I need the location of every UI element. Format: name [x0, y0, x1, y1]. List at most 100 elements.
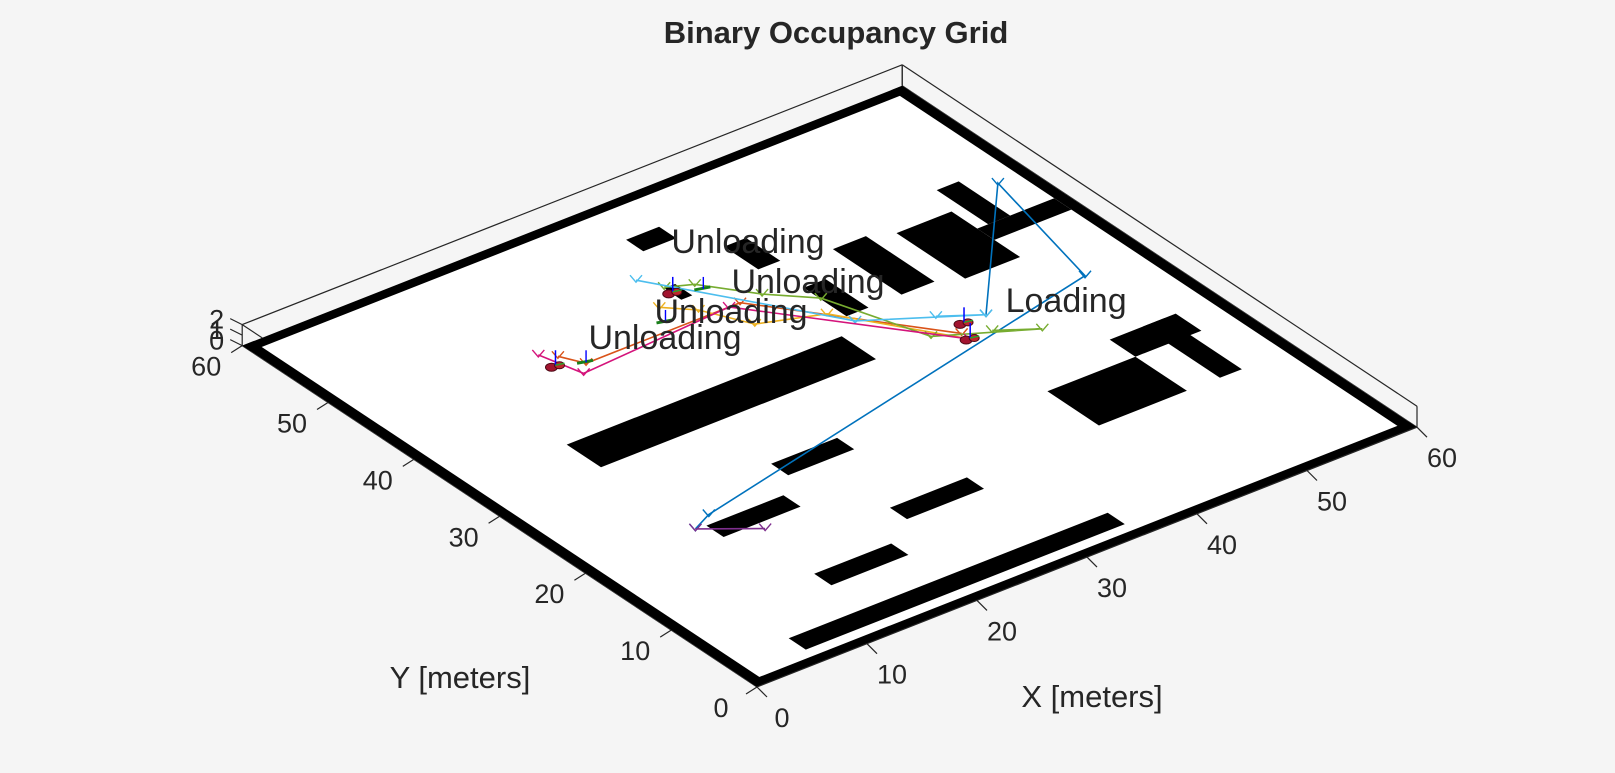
- path-line: [664, 283, 1043, 338]
- y-tick-label: 50: [277, 409, 307, 439]
- frame-marker: [694, 285, 711, 292]
- map-annotation: Loading: [1006, 282, 1127, 320]
- obstacle: [814, 543, 909, 586]
- x-tick: [1416, 426, 1428, 438]
- waypoint-marker: [1035, 323, 1049, 332]
- map-annotation: Unloading: [588, 319, 741, 357]
- y-tick-label: 0: [713, 693, 728, 723]
- path-line: [694, 181, 1087, 530]
- x-tick-label: 50: [1317, 487, 1347, 517]
- frame-marker: [656, 318, 673, 325]
- waypoint-marker: [991, 177, 1005, 187]
- obstacle: [896, 211, 1021, 279]
- obstacle: [889, 477, 984, 520]
- x-tick: [756, 686, 768, 698]
- obstacle: [771, 437, 855, 476]
- waypoint-marker: [702, 509, 716, 518]
- frame-marker: [576, 358, 594, 365]
- x-tick: [1196, 513, 1208, 525]
- waypoint-marker: [848, 315, 862, 324]
- y-tick-label: 30: [449, 522, 479, 552]
- waypoint-marker: [755, 288, 769, 298]
- obstacle: [788, 512, 1125, 650]
- robots: [544, 276, 980, 372]
- robot-y-axis: [963, 319, 974, 324]
- obstacle: [891, 85, 1417, 432]
- y-tick: [402, 458, 415, 467]
- obstacle: [832, 236, 935, 295]
- x-tick-label: 40: [1207, 530, 1237, 560]
- x-tick-label: 60: [1427, 443, 1457, 473]
- z-tick-label: 1: [209, 315, 224, 345]
- waypoint-marker: [722, 301, 736, 311]
- obstacle: [977, 198, 1072, 240]
- waypoint-marker: [929, 310, 943, 320]
- y-tick: [488, 515, 500, 524]
- waypoint-marker: [758, 523, 772, 532]
- x-tick: [1306, 470, 1318, 481]
- waypoint-marker: [652, 301, 666, 311]
- y-tick-label: 40: [363, 465, 393, 495]
- occupancy-map: [242, 85, 1418, 688]
- x-tick-label: 0: [774, 703, 789, 733]
- y-axis-label: Y [meters]: [390, 660, 531, 695]
- waypoint-marker: [551, 350, 565, 360]
- y-tick-label: 10: [620, 636, 650, 666]
- obstacle: [242, 341, 768, 687]
- y-tick-label: 60: [191, 352, 221, 382]
- z-tick: [229, 339, 243, 347]
- waypoint-marker: [688, 278, 702, 288]
- robot-y-axis: [555, 362, 565, 366]
- chart-title: Binary Occupancy Grid: [664, 15, 1009, 50]
- z-tick-label: 2: [209, 305, 224, 335]
- z-tick-label: 0: [209, 326, 224, 356]
- path-line: [659, 306, 971, 340]
- y-tick: [316, 401, 329, 411]
- box-edge: [901, 64, 1418, 407]
- waypoint-marker: [955, 327, 969, 337]
- robot-y-axis: [970, 335, 980, 339]
- obstacle: [803, 279, 869, 317]
- obstacle: [1047, 356, 1187, 426]
- waypoint-marker: [688, 523, 702, 532]
- y-tick-label: 20: [534, 579, 564, 609]
- x-axis-label: X [meters]: [1021, 679, 1162, 714]
- obstacle: [936, 181, 1011, 225]
- map-annotation: Unloading: [731, 263, 884, 301]
- x-tick: [1086, 556, 1098, 568]
- waypoint-marker: [748, 318, 762, 328]
- x-tick: [976, 599, 988, 611]
- obstacle: [566, 336, 876, 468]
- waypoint-marker: [979, 309, 993, 318]
- waypoint-marker: [691, 304, 706, 314]
- box-edge: [241, 64, 903, 326]
- path-line: [635, 279, 987, 322]
- map-annotation: Unloading: [671, 223, 824, 261]
- obstacle: [1142, 318, 1242, 378]
- waypoint-marker: [629, 274, 643, 284]
- obstacle: [626, 226, 677, 252]
- y-tick: [745, 686, 758, 695]
- y-tick: [659, 629, 672, 638]
- obstacle: [748, 421, 1417, 687]
- x-tick-label: 30: [1097, 573, 1127, 603]
- x-tick-label: 20: [987, 616, 1017, 646]
- x-tick: [866, 643, 878, 655]
- waypoint-marker: [814, 292, 828, 302]
- z-tick: [229, 318, 243, 326]
- waypoint-marker: [985, 324, 999, 334]
- x-tick-label: 10: [877, 660, 907, 690]
- robot-y-axis: [672, 289, 682, 293]
- y-tick: [230, 345, 243, 354]
- waypoint-marker: [531, 349, 545, 359]
- waypoint-marker: [577, 367, 591, 377]
- waypoint-marker: [1078, 270, 1092, 279]
- obstacle: [1109, 313, 1202, 357]
- obstacle: [706, 495, 801, 537]
- free-space: [242, 85, 1418, 688]
- map-annotation: Unloading: [654, 293, 807, 331]
- obstacle: [724, 238, 781, 270]
- obstacle: [242, 85, 911, 352]
